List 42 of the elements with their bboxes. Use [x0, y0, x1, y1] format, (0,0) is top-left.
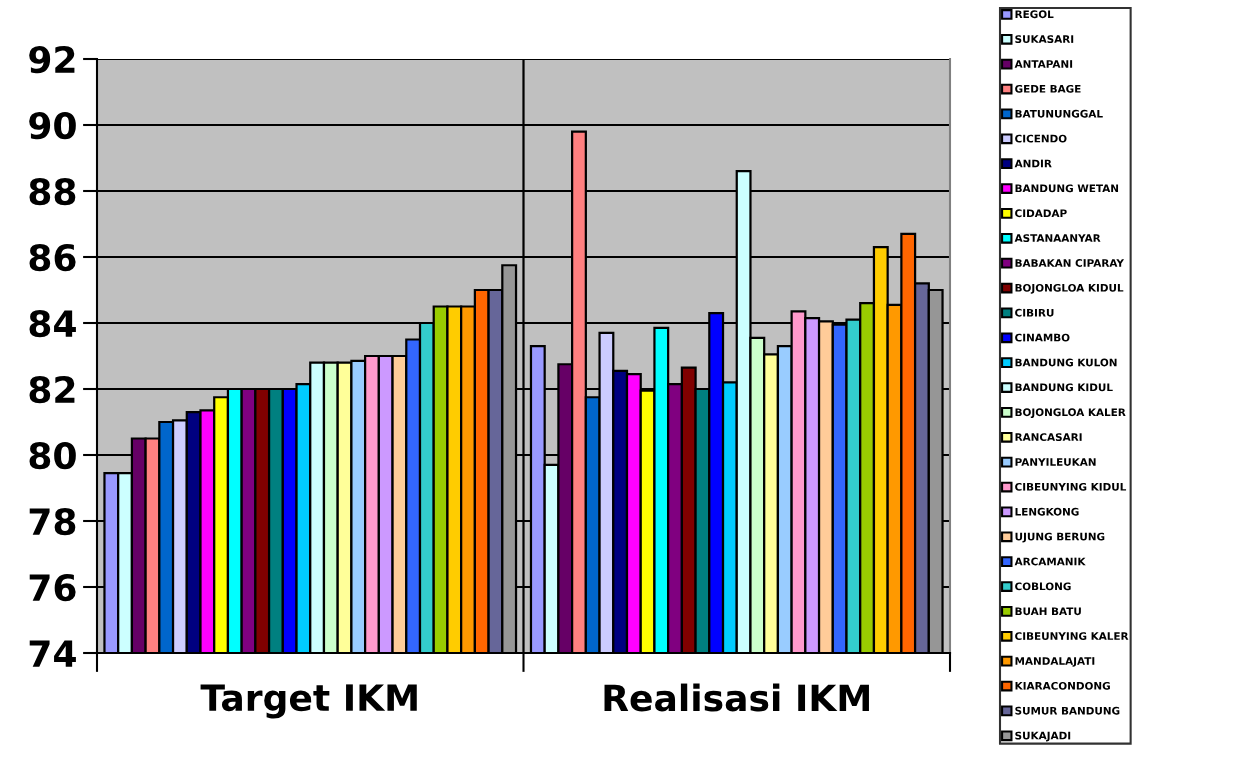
legend-label: BOJONGLOA KALER: [1015, 408, 1126, 419]
legend-label: BANDUNG KIDUL: [1015, 383, 1113, 392]
y-tick-label: 78: [29, 507, 76, 536]
legend-label: BANDUNG KULON: [1015, 358, 1117, 367]
legend-label: ANTAPANI: [1014, 60, 1073, 68]
x-tick-label: Target IKM: [200, 684, 417, 719]
legend-label: SUKAJADI: [1015, 731, 1071, 742]
legend-label: GEDE BAGE: [1015, 84, 1081, 93]
legend-label: COBLONG: [1015, 582, 1071, 591]
y-tick-label: 90: [29, 111, 76, 140]
legend-label: CINAMBO: [1015, 333, 1070, 342]
legend-label: BOJONGLOA KIDUL: [1015, 283, 1124, 294]
legend-label: ANDIR: [1014, 159, 1052, 168]
legend-label: PANYILEUKAN: [1015, 458, 1096, 466]
legend-label: CIDADAP: [1015, 209, 1067, 218]
y-tick-label: 92: [29, 45, 75, 74]
legend-label: REGOL: [1015, 10, 1054, 19]
legend-label: SUMUR BANDUNG: [1015, 706, 1120, 715]
legend-label: ARCAMANIK: [1014, 557, 1086, 566]
legend-label: CIBEUNYING KIDUL: [1015, 482, 1127, 491]
y-tick-label: 76: [29, 573, 76, 602]
legend-label: BATUNUNGGAL: [1015, 109, 1103, 118]
y-tick-label: 88: [29, 177, 76, 206]
legend-label: CIBIRU: [1015, 308, 1054, 317]
y-tick-label: 86: [29, 243, 76, 272]
legend-label: RANCASARI: [1015, 433, 1082, 442]
legend-label: LENGKONG: [1015, 507, 1079, 516]
legend-label: BUAH BATU: [1015, 607, 1081, 616]
legend-label: BABAKAN CIPARAY: [1015, 259, 1125, 267]
y-tick-label: 84: [29, 309, 76, 338]
legend-label: CIBEUNYING KALER: [1015, 632, 1129, 641]
y-tick-label: 80: [29, 441, 76, 470]
legend-label: ASTANAANYAR: [1014, 234, 1101, 243]
legend-label: KIARACONDONG: [1015, 681, 1110, 690]
y-tick-label: 74: [29, 640, 76, 667]
legend-label: MANDALAJATI: [1015, 657, 1095, 667]
legend-label: SUKASARI: [1015, 35, 1074, 44]
legend-label: CICENDO: [1015, 134, 1067, 143]
y-tick-label: 82: [29, 375, 75, 404]
legend-label: BANDUNG WETAN: [1015, 184, 1119, 193]
x-tick-label: Realisasi IKM: [604, 683, 869, 712]
legend-label: UJUNG BERUNG: [1015, 532, 1105, 543]
